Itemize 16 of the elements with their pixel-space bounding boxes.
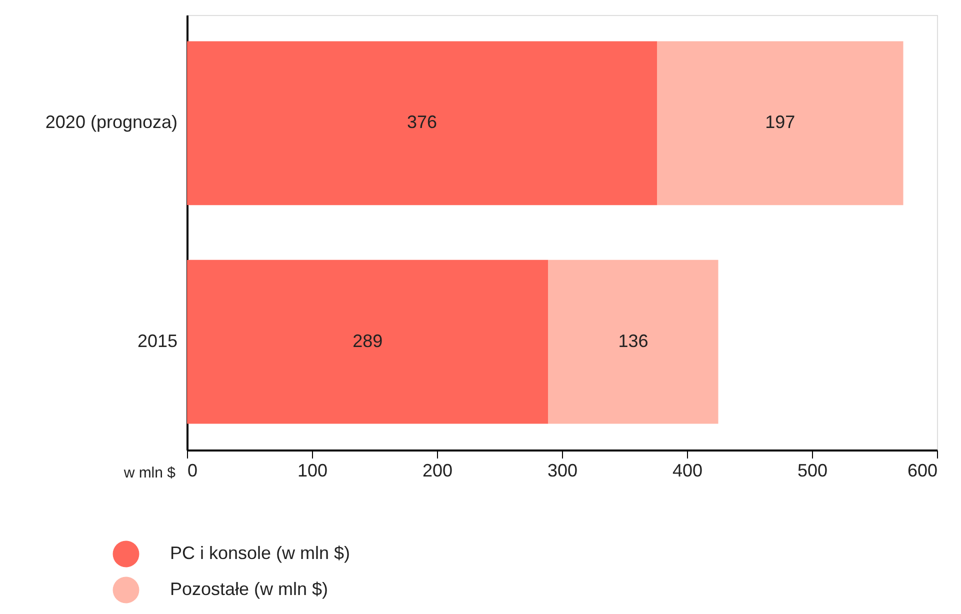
x-axis-title: w mln $ (122, 464, 176, 482)
y-tick-label: 2020 (prognoza) (45, 112, 178, 132)
x-tick-label: 0 (188, 460, 198, 480)
data-label: 197 (765, 112, 796, 132)
data-label: 376 (406, 112, 438, 132)
legend-label: Pozostałe (w mln $) (170, 579, 328, 599)
x-tick-label: 300 (547, 460, 578, 480)
data-label: 136 (618, 330, 648, 351)
x-tick-label: 500 (797, 460, 828, 480)
data-label: 289 (352, 330, 383, 351)
x-tick-label: 400 (672, 460, 703, 480)
x-tick-label: 100 (297, 460, 328, 480)
x-tick-label: 200 (422, 460, 453, 480)
x-tick-label: 600 (907, 460, 938, 480)
y-tick-label: 2015 (137, 330, 178, 351)
legend-label: PC i konsole (w mln $) (170, 543, 350, 563)
